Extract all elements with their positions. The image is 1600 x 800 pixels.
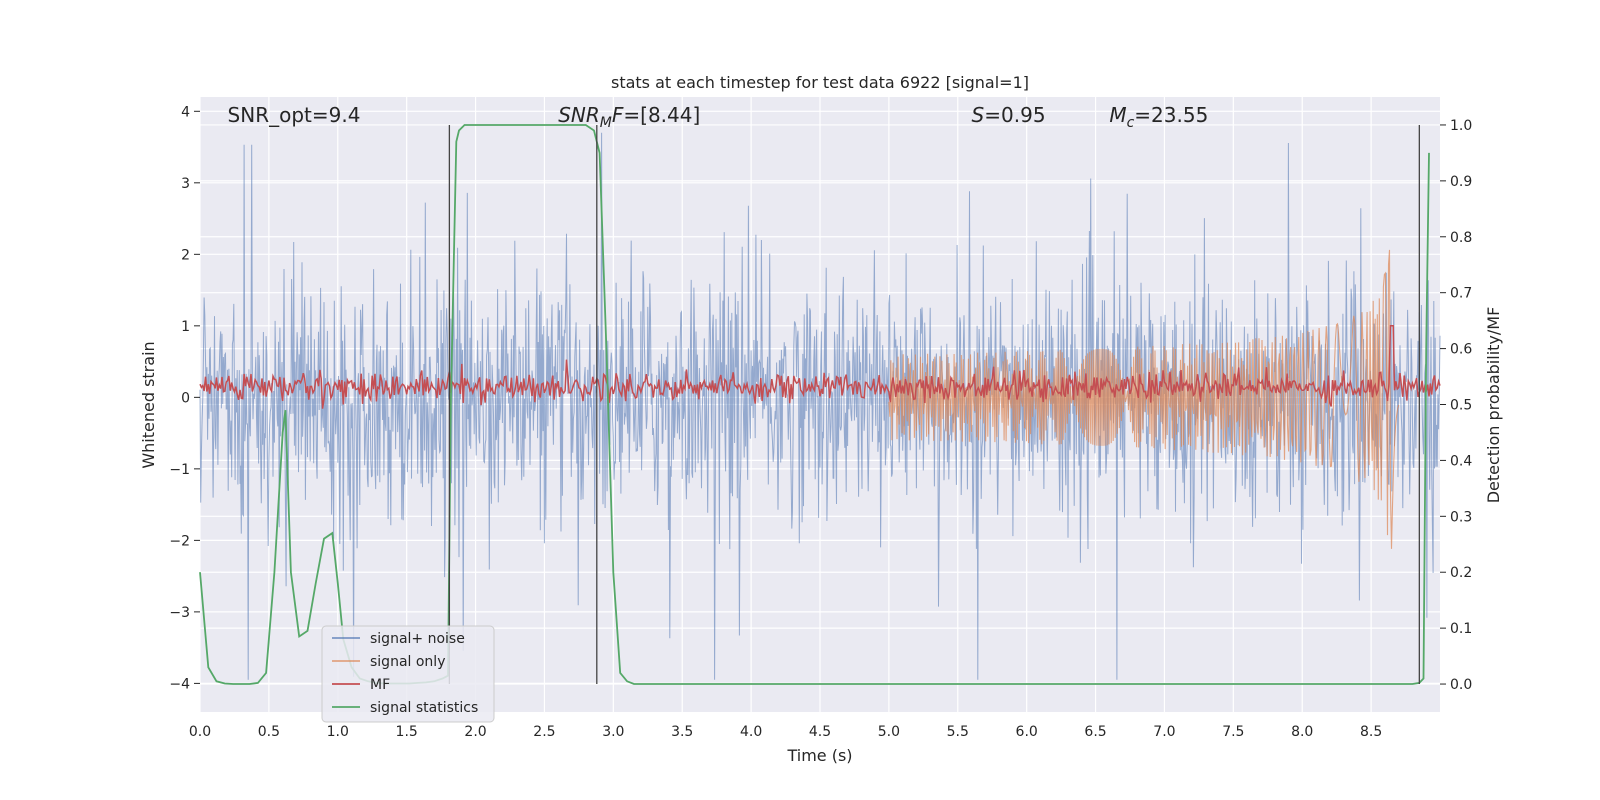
x-tick-label: 0.5 (258, 724, 280, 740)
chart-title: stats at each timestep for test data 692… (611, 73, 1029, 92)
y-tick-label: −3 (169, 605, 190, 621)
y-right-tick-label: 0.6 (1450, 342, 1472, 358)
y-tick-label: 3 (181, 176, 190, 192)
x-tick-label: 1.5 (396, 724, 418, 740)
legend-label: signal statistics (370, 700, 478, 716)
y-right-tick-label: 0.8 (1450, 230, 1472, 246)
x-tick-label: 6.5 (1084, 724, 1106, 740)
x-tick-label: 6.0 (1016, 724, 1038, 740)
y-right-tick-label: 0.7 (1450, 286, 1472, 302)
x-tick-label: 8.0 (1291, 724, 1313, 740)
x-tick-label: 7.5 (1222, 724, 1244, 740)
x-tick-label: 3.0 (602, 724, 624, 740)
vertical-markers (448, 124, 1420, 685)
y-axis-left-ticks: 4 3 2 1 0 −1 −2 −3 −4 (169, 104, 200, 692)
y-axis-right-label: Detection probability/MF (1484, 307, 1503, 504)
x-axis-ticks: 0.0 0.5 1.0 1.5 2.0 2.5 3.0 3.5 4.0 4.5 5.0 5.5 6.0 6… (189, 724, 1382, 740)
x-axis-label: Time (s) (786, 746, 852, 765)
y-right-tick-label: 0.3 (1450, 509, 1472, 525)
y-tick-label: 4 (181, 104, 190, 120)
y-right-tick-label: 1.0 (1450, 118, 1472, 134)
annotation-snr-mf: SNRMF=[8.44] (558, 103, 700, 131)
legend: signal+ noise signal only MF signal statist… (321, 625, 495, 723)
y-right-tick-label: 0.0 (1450, 677, 1472, 693)
y-right-tick-label: 0.5 (1450, 398, 1472, 414)
legend-box (321, 625, 495, 723)
legend-label: signal+ noise (370, 631, 465, 647)
x-tick-label: 1.0 (327, 724, 349, 740)
series-signal-only-line (888, 249, 1400, 549)
x-tick-label: 8.5 (1360, 724, 1382, 740)
x-tick-label: 2.0 (464, 724, 486, 740)
x-tick-label: 0.0 (189, 724, 211, 740)
annotation-s: S=0.95 (972, 103, 1046, 127)
y-right-tick-label: 0.4 (1450, 453, 1472, 469)
annotation-snr-opt: SNR_opt=9.4 (228, 103, 361, 127)
y-tick-label: −4 (169, 676, 190, 692)
y-right-tick-label: 0.1 (1450, 621, 1472, 637)
y-tick-label: −1 (169, 462, 190, 478)
x-tick-label: 7.0 (1153, 724, 1175, 740)
y-right-tick-label: 0.9 (1450, 174, 1472, 190)
y-tick-label: 0 (181, 390, 190, 406)
x-tick-label: 4.5 (809, 724, 831, 740)
annotation-mc: Mc=23.55 (1109, 103, 1208, 131)
y-tick-label: 1 (181, 319, 190, 335)
legend-label: signal only (370, 654, 445, 670)
x-tick-label: 2.5 (533, 724, 555, 740)
y-tick-label: 2 (181, 247, 190, 263)
y-axis-right-ticks: 1.0 0.9 0.8 0.7 0.6 0.5 0.4 0.3 0.2 0.1 0.0 (1440, 118, 1472, 693)
series-mf-line (199, 325, 1441, 409)
y-axis-label: Whitened strain (139, 341, 158, 468)
x-tick-label: 3.5 (671, 724, 693, 740)
x-tick-label: 4.0 (740, 724, 762, 740)
legend-label: MF (370, 677, 390, 693)
annotations: SNR_opt=9.4 SNRMF=[8.44] S=0.95 Mc=23.55 (228, 103, 1209, 131)
y-tick-label: −2 (169, 533, 190, 549)
x-tick-label: 5.0 (878, 724, 900, 740)
x-tick-label: 5.5 (947, 724, 969, 740)
y-right-tick-label: 0.2 (1450, 565, 1472, 581)
